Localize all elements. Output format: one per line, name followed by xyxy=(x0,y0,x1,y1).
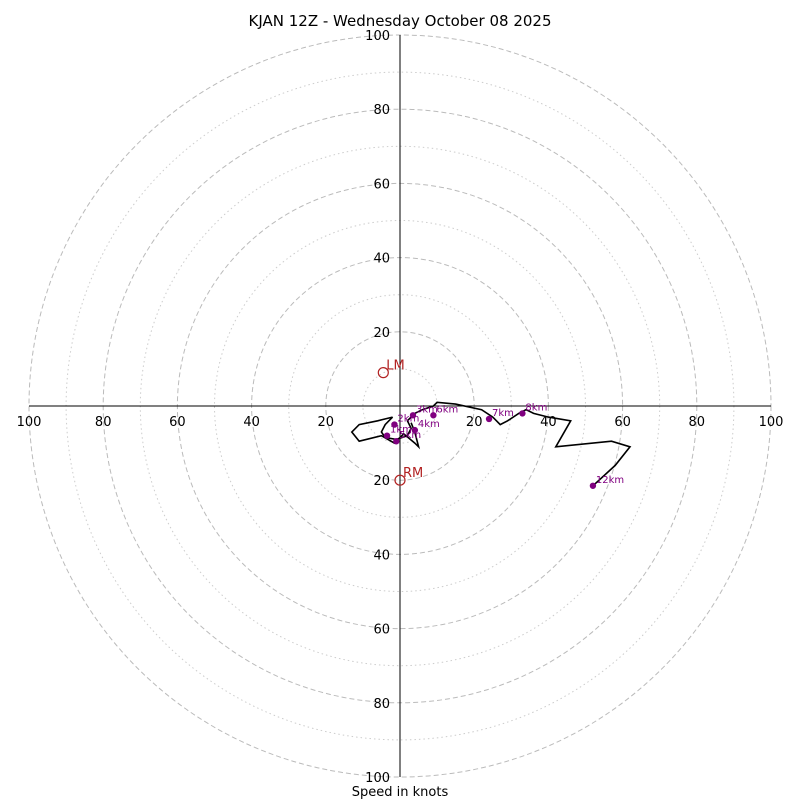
tick-labels: 100 80 60 40 20 20 40 60 80 100 20 40 60 80 100 20 40 60 8… xyxy=(17,29,784,786)
height-marker-point-2 xyxy=(409,412,417,419)
tick-label-up-4: 100 xyxy=(365,29,390,44)
tick-label-right-4: 100 xyxy=(759,415,784,430)
tick-label-left-4: 20 xyxy=(318,415,335,430)
tick-label-right-2: 60 xyxy=(614,415,631,430)
height-marker-point-6 xyxy=(485,415,493,423)
tick-label-down-1: 40 xyxy=(373,548,390,563)
height-marker-point-3 xyxy=(411,426,419,434)
height-marker-point-7 xyxy=(519,410,526,417)
height-marker-label-1: 2km xyxy=(397,414,419,425)
hodograph-trace-line xyxy=(380,401,632,487)
tick-label-left-0: 100 xyxy=(17,415,42,430)
chart-title: KJAN 12Z - Wednesday October 08 2025 xyxy=(249,12,552,30)
height-marker-label-0: 1km xyxy=(390,425,412,436)
wind-traces xyxy=(350,401,632,487)
height-marker-point-5 xyxy=(430,412,437,419)
tick-label-right-0: 20 xyxy=(466,415,483,430)
height-marker-label-3: 4km xyxy=(418,419,440,430)
height-marker-point-8 xyxy=(589,482,597,489)
x-axis-label: Speed in knots xyxy=(352,785,449,800)
tick-label-left-1: 80 xyxy=(95,415,112,430)
height-marker-label-6: 7km xyxy=(492,408,514,419)
tick-label-down-4: 100 xyxy=(365,771,390,786)
axes xyxy=(29,35,771,777)
storm-motion-markers: LM RM xyxy=(377,359,423,486)
tick-label-up-1: 40 xyxy=(373,252,390,267)
tick-label-left-3: 40 xyxy=(243,415,260,430)
tick-label-down-3: 80 xyxy=(373,697,390,712)
height-marker-label-8: 12km xyxy=(596,475,624,486)
storm-motion-marker-1 xyxy=(394,474,406,486)
tick-label-right-3: 80 xyxy=(689,415,706,430)
height-marker-point-1 xyxy=(391,421,398,428)
tick-label-down-2: 60 xyxy=(373,623,390,638)
height-marker-point-4 xyxy=(393,438,400,445)
tick-label-left-2: 60 xyxy=(169,415,186,430)
tick-label-right-1: 40 xyxy=(540,415,557,430)
storm-motion-label-1: RM xyxy=(403,466,423,481)
storm-motion-marker-0 xyxy=(377,367,389,379)
tick-label-down-0: 20 xyxy=(373,474,390,489)
height-marker-point-0 xyxy=(383,432,391,439)
storm-motion-label-0: LM xyxy=(386,359,404,374)
height-marker-label-2: 3km xyxy=(416,404,438,415)
height-marker-label-7: 8km xyxy=(525,402,547,413)
tick-label-up-2: 60 xyxy=(373,177,390,192)
tick-label-up-3: 80 xyxy=(373,103,390,118)
tick-label-up-0: 20 xyxy=(373,326,390,341)
hodograph-trace-low-level-line xyxy=(350,416,421,450)
height-marker-label-5: 6km xyxy=(436,404,458,415)
height-marker-label-4: 5km xyxy=(399,430,421,441)
